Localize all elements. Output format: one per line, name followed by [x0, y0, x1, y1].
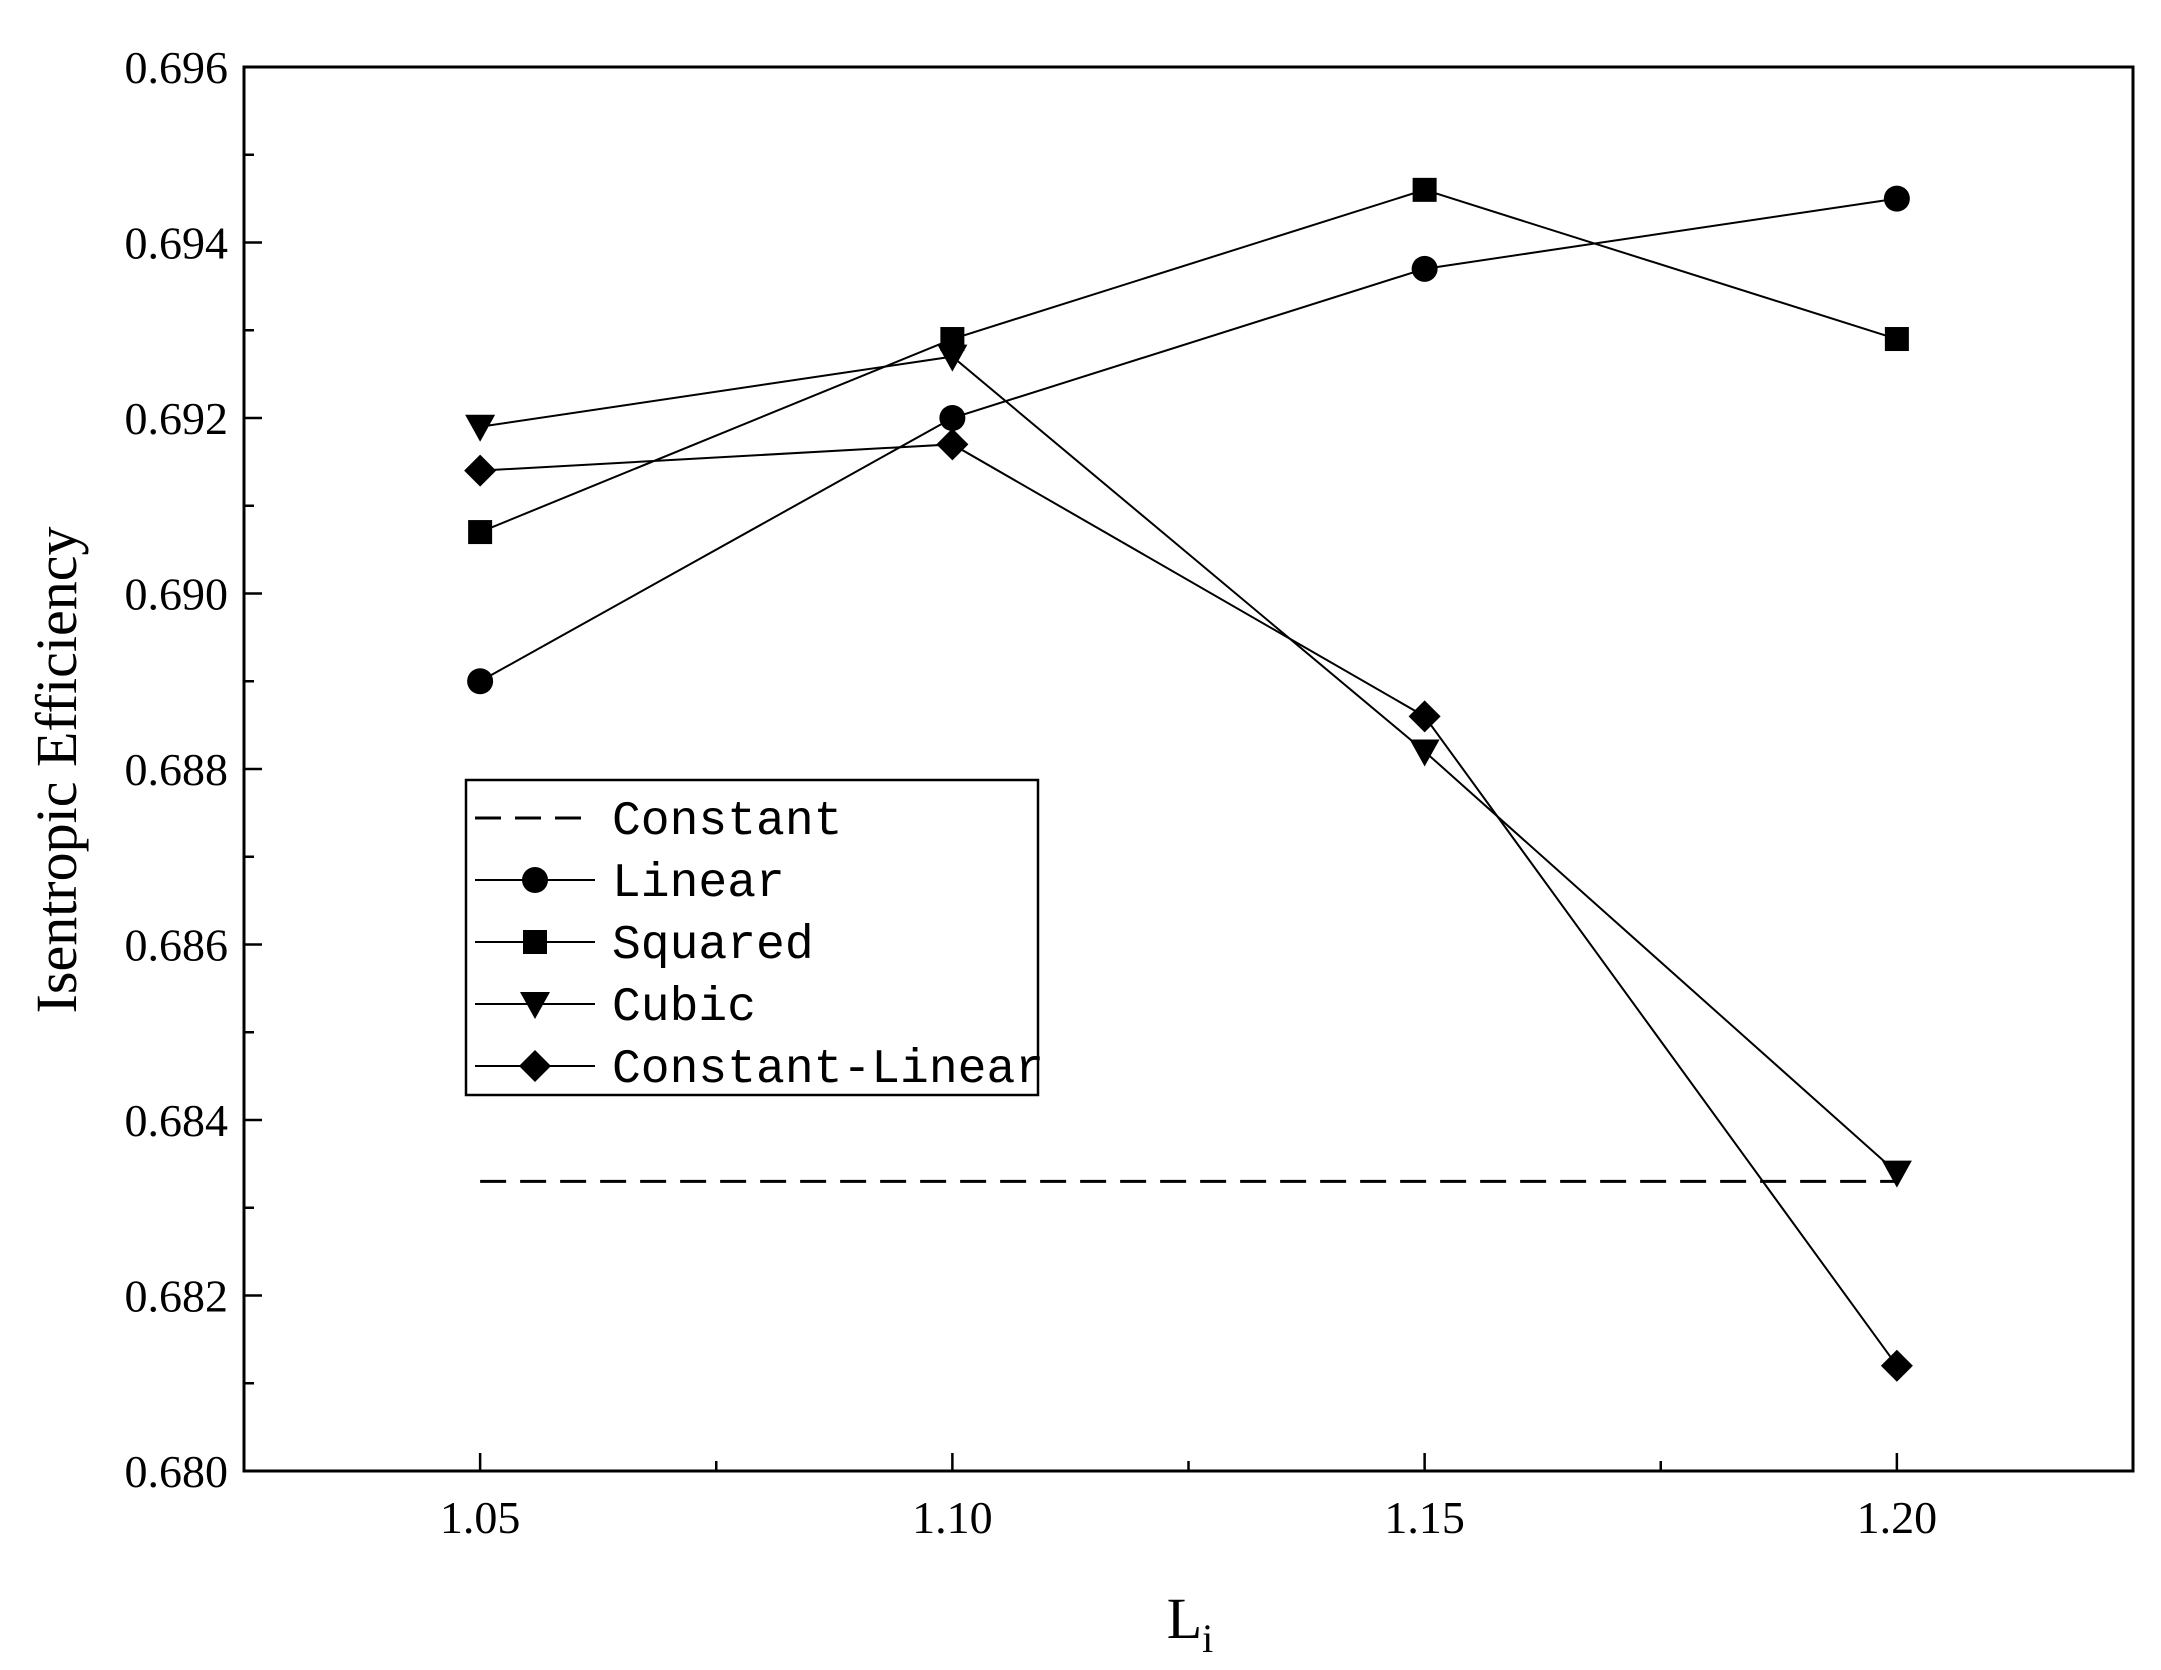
y-tick-label: 0.684 — [125, 1095, 229, 1146]
data-point-constant-linear — [464, 454, 497, 487]
series-linear — [467, 185, 1910, 695]
legend-marker-constant-linear — [519, 1050, 551, 1082]
series-line-linear — [479, 197, 1898, 683]
plot-frame — [242, 65, 2135, 1473]
data-point-linear — [1883, 185, 1910, 212]
data-point-cubic — [937, 344, 968, 372]
x-tick-label: 1.05 — [440, 1492, 521, 1543]
x-axis-title: Li — [1167, 1586, 1214, 1661]
legend-marker-squared — [523, 930, 547, 954]
series-layer — [464, 177, 1913, 1382]
data-point-squared — [1884, 327, 1909, 352]
series-line-cubic — [479, 355, 1898, 1174]
y-tick-label: 0.682 — [125, 1271, 229, 1322]
series-line-constant-linear — [480, 443, 1898, 1367]
y-tick-label: 0.694 — [125, 218, 229, 269]
y-tick-label: 0.688 — [125, 744, 229, 795]
data-point-cubic — [465, 414, 496, 442]
data-point-squared — [1412, 177, 1437, 202]
data-point-linear — [1411, 255, 1438, 282]
x-tick-label: 1.10 — [912, 1492, 993, 1543]
y-tick-label: 0.686 — [125, 920, 229, 971]
legend-marker-cubic — [520, 992, 550, 1019]
y-tick-label: 0.692 — [125, 393, 229, 444]
series-squared — [468, 177, 1909, 545]
y-tick-label: 0.696 — [125, 42, 229, 93]
data-point-cubic — [1409, 739, 1440, 767]
data-point-constant-linear — [1880, 1349, 1913, 1382]
x-axis-title-main: L — [1167, 1586, 1202, 1651]
series-line-squared — [479, 188, 1898, 534]
data-point-constant-linear — [1408, 700, 1441, 733]
legend-marker-linear — [522, 867, 548, 893]
x-axis-title-subscript: i — [1202, 1616, 1213, 1661]
x-tick-label: 1.20 — [1857, 1492, 1938, 1543]
y-axis: 0.680 0.682 0.684 0.686 0.688 0.690 0.692 0.694… — [125, 42, 262, 1497]
legend-label-constant: Constant — [612, 795, 842, 849]
series-constant-linear — [464, 428, 1913, 1382]
legend: Constant Linear Squared Cubic Constant-Linea… — [464, 778, 1044, 1097]
legend-box — [464, 778, 1040, 1097]
data-point-cubic — [1881, 1160, 1912, 1188]
legend-label-linear: Linear — [612, 857, 785, 911]
y-tick-label: 0.690 — [125, 569, 229, 620]
legend-label-cubic: Cubic — [612, 981, 756, 1035]
data-point-squared — [468, 520, 493, 545]
data-point-constant-linear — [936, 428, 969, 461]
x-tick-label: 1.15 — [1384, 1492, 1465, 1543]
data-point-linear — [939, 405, 966, 431]
data-point-linear — [467, 668, 494, 695]
legend-label-constant-linear: Constant-Linear — [612, 1043, 1044, 1097]
y-tick-label: 0.680 — [125, 1446, 229, 1497]
x-axis: 1.05 1.10 1.15 1.20 — [440, 1453, 1937, 1543]
series-cubic — [465, 344, 1912, 1188]
y-axis-title: Isentropic Efficiency — [24, 527, 89, 1014]
legend-label-squared: Squared — [612, 919, 814, 973]
